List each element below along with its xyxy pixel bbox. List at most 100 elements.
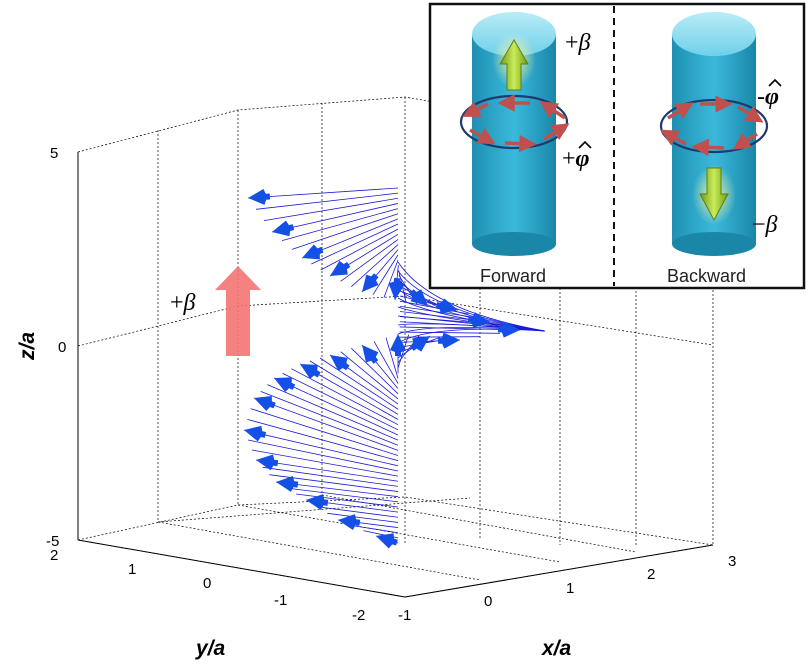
field-arrow-icon <box>244 425 267 442</box>
hat-icon <box>578 140 592 149</box>
inset-panel: +β +φ -φ −β Forward Backward <box>428 2 806 290</box>
field-line <box>397 328 546 344</box>
y-tick: 0 <box>203 575 211 592</box>
field-line <box>397 323 546 332</box>
field-line <box>281 208 399 242</box>
field-line <box>295 493 399 508</box>
field-line <box>285 487 399 503</box>
field-line <box>247 187 399 199</box>
field-line <box>247 418 399 462</box>
y-tick: 2 <box>50 547 58 564</box>
field-line <box>372 254 399 295</box>
field-line <box>282 372 399 431</box>
plot-box <box>77 96 714 598</box>
field-line <box>291 368 399 426</box>
field-line <box>397 315 546 332</box>
down-arrow-icon <box>699 167 729 222</box>
y-axis-label: y/a <box>195 637 226 660</box>
field-line <box>316 506 399 518</box>
field-line <box>399 331 501 334</box>
field-line <box>291 213 399 250</box>
field-arrow-icon <box>362 345 379 364</box>
backward-caption: Backward <box>667 266 746 286</box>
forward-cylinder <box>459 12 570 256</box>
hat-icon <box>768 78 782 87</box>
forward-beta-label: +β <box>565 30 591 56</box>
field-line <box>397 334 410 369</box>
x-tick: 3 <box>728 553 736 570</box>
field-arrow-icon <box>274 377 296 392</box>
field-arrow-icon <box>272 220 295 237</box>
field-arrow-icon <box>330 260 351 276</box>
field-line <box>397 288 546 332</box>
field-arrow-icon <box>302 244 324 260</box>
field-line <box>255 459 399 482</box>
z-tick: 5 <box>50 145 58 162</box>
backward-beta-label: −β <box>752 212 778 238</box>
field-arrow-icon <box>388 277 405 300</box>
up-arrow-icon <box>499 39 529 91</box>
z-tick: -5 <box>46 533 59 550</box>
field-line <box>385 337 399 379</box>
field-line <box>255 192 399 210</box>
field-line <box>397 327 546 335</box>
x-ticks: -1 0 1 2 3 <box>398 553 736 624</box>
y-ticks: 2 1 0 -1 -2 <box>50 547 365 624</box>
field-line <box>263 197 399 222</box>
x-tick: -1 <box>398 607 411 624</box>
field-line <box>327 512 399 523</box>
field-arrow-icon <box>376 533 398 549</box>
y-tick: -2 <box>352 607 365 624</box>
field-line <box>273 377 399 436</box>
field-line <box>309 360 399 415</box>
field-line <box>243 429 399 467</box>
field-line <box>383 259 399 298</box>
y-tick: 1 <box>128 561 136 578</box>
field-line <box>373 341 399 384</box>
x-tick: 2 <box>647 566 655 583</box>
field-line <box>351 244 399 287</box>
field-line <box>397 297 546 332</box>
field-arrow-icon <box>437 332 460 349</box>
backward-phi-label: -φ <box>757 84 779 110</box>
field-line <box>311 223 399 265</box>
field-arrow-icon <box>306 494 329 511</box>
beta-annotation: +β <box>170 290 196 316</box>
field-arrow-icon <box>330 355 350 371</box>
field-pattern <box>243 187 546 549</box>
field-line <box>399 305 480 319</box>
x-tick: 1 <box>566 580 574 597</box>
y-tick: -1 <box>274 592 287 609</box>
backward-cylinder <box>659 12 769 256</box>
z-axis-label: z/a <box>16 332 39 361</box>
field-arrow-icon <box>409 289 428 306</box>
field-line <box>250 408 399 456</box>
forward-ring-arrows <box>462 94 570 153</box>
field-line <box>340 351 399 400</box>
field-arrow-icon <box>276 475 299 492</box>
axis-lines <box>77 152 714 598</box>
field-line <box>247 439 399 472</box>
field-line <box>319 357 399 410</box>
field-arrow-icon <box>467 312 490 329</box>
field-line <box>351 348 399 395</box>
beta-direction-arrow <box>215 266 261 356</box>
field-line <box>267 384 399 441</box>
backward-ring <box>659 98 769 154</box>
field-line <box>340 239 399 282</box>
field-line <box>350 524 399 534</box>
forward-phi-label: +φ <box>562 146 590 172</box>
field-arrow-icon <box>410 336 430 352</box>
forward-caption: Forward <box>480 266 546 286</box>
z-tick: 0 <box>58 339 66 356</box>
z-ticks: 5 0 -5 <box>46 145 66 550</box>
up-arrow-icon <box>215 266 261 356</box>
field-arrow-icon <box>300 364 321 379</box>
field-arrow-icon <box>390 334 406 356</box>
field-line <box>262 466 399 487</box>
field-arrow-icon <box>497 321 520 338</box>
backward-ring-arrows <box>660 95 764 157</box>
field-arrow-icon <box>435 298 458 315</box>
field-arrow-icon <box>254 395 276 411</box>
